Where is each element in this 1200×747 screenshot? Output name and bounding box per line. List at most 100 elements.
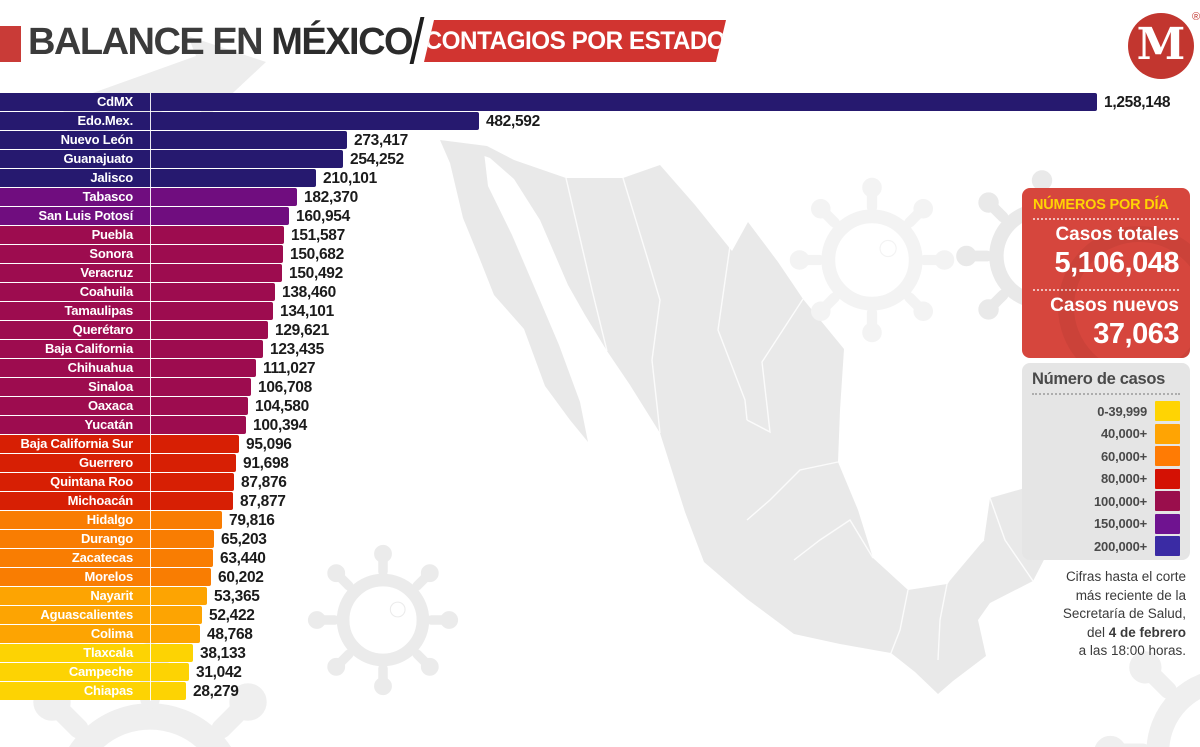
bar-row: Durango 65,203 [0, 530, 1200, 549]
bar [0, 302, 273, 320]
numbers-card: NÚMEROS POR DÍA Casos totales 5,106,048 … [1022, 188, 1190, 358]
legend-rows: 0-39,999 40,000+ 60,000+ 80,000+ 100,000+ 150… [1032, 400, 1180, 558]
bar-value: 182,370 [304, 189, 358, 206]
bar-row: Tabasco 182,370 [0, 188, 1200, 207]
bar-value: 150,682 [290, 246, 344, 263]
bar-value: 87,877 [240, 493, 286, 510]
legend-title: Número de casos [1032, 370, 1166, 388]
bar [0, 169, 316, 187]
bar-label: San Luis Potosí [38, 208, 133, 223]
bar-row: Chiapas 28,279 [0, 682, 1200, 701]
bar-value: 210,101 [323, 170, 377, 187]
bar-row: Sinaloa 106,708 [0, 378, 1200, 397]
bar-value: 273,417 [354, 132, 408, 149]
bar-value: 52,422 [209, 607, 255, 624]
total-cases-label: Casos totales [1055, 224, 1179, 245]
bar-label: Tlaxcala [83, 645, 133, 660]
bar-row: Guerrero 91,698 [0, 454, 1200, 473]
legend-swatch [1155, 513, 1180, 534]
bar [0, 378, 251, 396]
bar-label: Aguascalientes [40, 607, 133, 622]
legend-swatch [1155, 423, 1180, 444]
bar-row: Oaxaca 104,580 [0, 397, 1200, 416]
bar [0, 131, 347, 149]
bar-row: Querétaro 129,621 [0, 321, 1200, 340]
bar-label: Michoacán [67, 493, 134, 508]
bar [0, 93, 1097, 111]
bar-label: Querétaro [72, 322, 134, 337]
bar [0, 188, 297, 206]
bar-value: 95,096 [246, 436, 292, 453]
bar-row: Nayarit 53,365 [0, 587, 1200, 606]
bar-label: Durango [80, 531, 133, 546]
bar [0, 283, 275, 301]
bar-value: 160,954 [296, 208, 350, 225]
bar-label: Baja California Sur [20, 436, 133, 451]
bar-label: Hidalgo [86, 512, 133, 527]
bar [0, 207, 289, 225]
bar-row: Chihuahua 111,027 [0, 359, 1200, 378]
legend-label: 100,000+ [1094, 493, 1147, 509]
bar-label: Quintana Roo [50, 474, 133, 489]
bar [0, 663, 189, 681]
bar [0, 264, 282, 282]
bar-value: 79,816 [229, 512, 275, 529]
bar [0, 511, 222, 529]
bar-value: 63,440 [220, 550, 266, 567]
legend-row: 40,000+ [1032, 423, 1180, 446]
bar-value: 100,394 [253, 417, 307, 434]
bar-value: 106,708 [258, 379, 312, 396]
bar-row: Tamaulipas 134,101 [0, 302, 1200, 321]
bar-value: 53,365 [214, 588, 260, 605]
dotted-divider [1032, 393, 1180, 395]
legend-label: 200,000+ [1094, 538, 1147, 554]
bar-label: Chiapas [83, 683, 133, 698]
legend-swatch [1155, 446, 1180, 467]
bar-row: Veracruz 150,492 [0, 264, 1200, 283]
bar-label: Colima [90, 626, 133, 641]
bar-row: Baja California 123,435 [0, 340, 1200, 359]
legend-swatch [1155, 468, 1180, 489]
bar-row: San Luis Potosí 160,954 [0, 207, 1200, 226]
page-title: BALANCE EN MÉXICO [28, 21, 414, 63]
bar-label: Sinaloa [88, 379, 133, 394]
bar-value: 129,621 [275, 322, 329, 339]
legend-row: 100,000+ [1032, 490, 1180, 513]
bar [0, 397, 248, 415]
legend-swatch [1155, 401, 1180, 422]
bar-row: Puebla 151,587 [0, 226, 1200, 245]
bar [0, 245, 283, 263]
bar [0, 435, 239, 453]
legend-row: 150,000+ [1032, 513, 1180, 536]
bar [0, 321, 268, 339]
legend-label: 80,000+ [1101, 471, 1147, 487]
bar-label: Sonora [89, 246, 133, 261]
bar-value: 482,592 [486, 113, 540, 130]
bar-label: Tamaulipas [64, 303, 133, 318]
bar-value: 28,279 [193, 683, 239, 700]
bar-value: 123,435 [270, 341, 324, 358]
bar [0, 416, 246, 434]
bar-label: Guanajuato [63, 151, 133, 166]
legend-row: 80,000+ [1032, 468, 1180, 491]
bar-value: 104,580 [255, 398, 309, 415]
bar-row: Jalisco 210,101 [0, 169, 1200, 188]
chart-gridline [150, 93, 151, 701]
bar-value: 87,876 [241, 474, 287, 491]
footnote: Cifras hasta el corte más reciente de la… [1062, 569, 1186, 658]
bar-row: Sonora 150,682 [0, 245, 1200, 264]
total-cases-value: 5,106,048 [1054, 247, 1179, 279]
bar-label: CdMX [96, 94, 133, 109]
legend-label: 60,000+ [1101, 448, 1147, 464]
bar [0, 606, 202, 624]
mexico-map [440, 140, 1065, 694]
bar-label: Puebla [91, 227, 134, 242]
bar-label: Jalisco [90, 170, 133, 185]
milenio-logo: M [1128, 13, 1194, 79]
bar-label: Oaxaca [87, 398, 133, 413]
bar-label: Chihuahua [67, 360, 134, 375]
bar-value: 60,202 [218, 569, 264, 586]
bar-row: Quintana Roo 87,876 [0, 473, 1200, 492]
bar-label: Baja California [44, 341, 133, 356]
